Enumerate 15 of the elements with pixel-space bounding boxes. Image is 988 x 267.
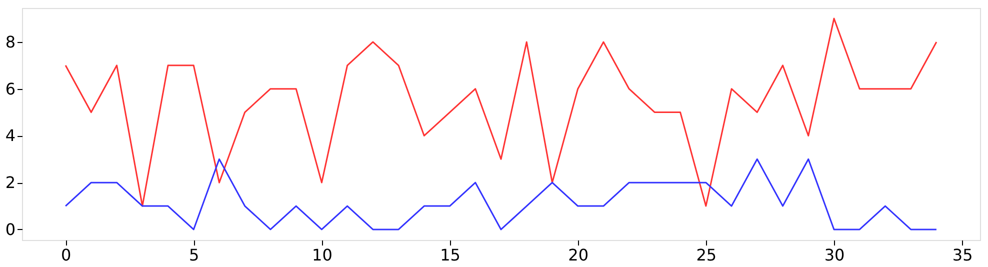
line-series — [64, 158, 938, 230]
y-tick-label: 0 — [5, 220, 16, 239]
x-tick-label: 0 — [60, 246, 72, 264]
x-tick-label: 10 — [312, 246, 332, 264]
x-tick-label: 25 — [696, 246, 717, 264]
y-tick-label: 4 — [5, 126, 16, 146]
x-tick-label: 15 — [440, 246, 460, 264]
x-tick-label: 20 — [568, 246, 589, 264]
y-tick-label: 6 — [5, 79, 16, 98]
y-tick-label: 2 — [5, 173, 16, 192]
x-tick-label: 5 — [189, 246, 200, 264]
y-tick-label: 8 — [5, 32, 16, 52]
x-tick-label: 30 — [824, 246, 845, 264]
x-tick-label: 35 — [952, 246, 973, 264]
line-series — [64, 18, 938, 207]
